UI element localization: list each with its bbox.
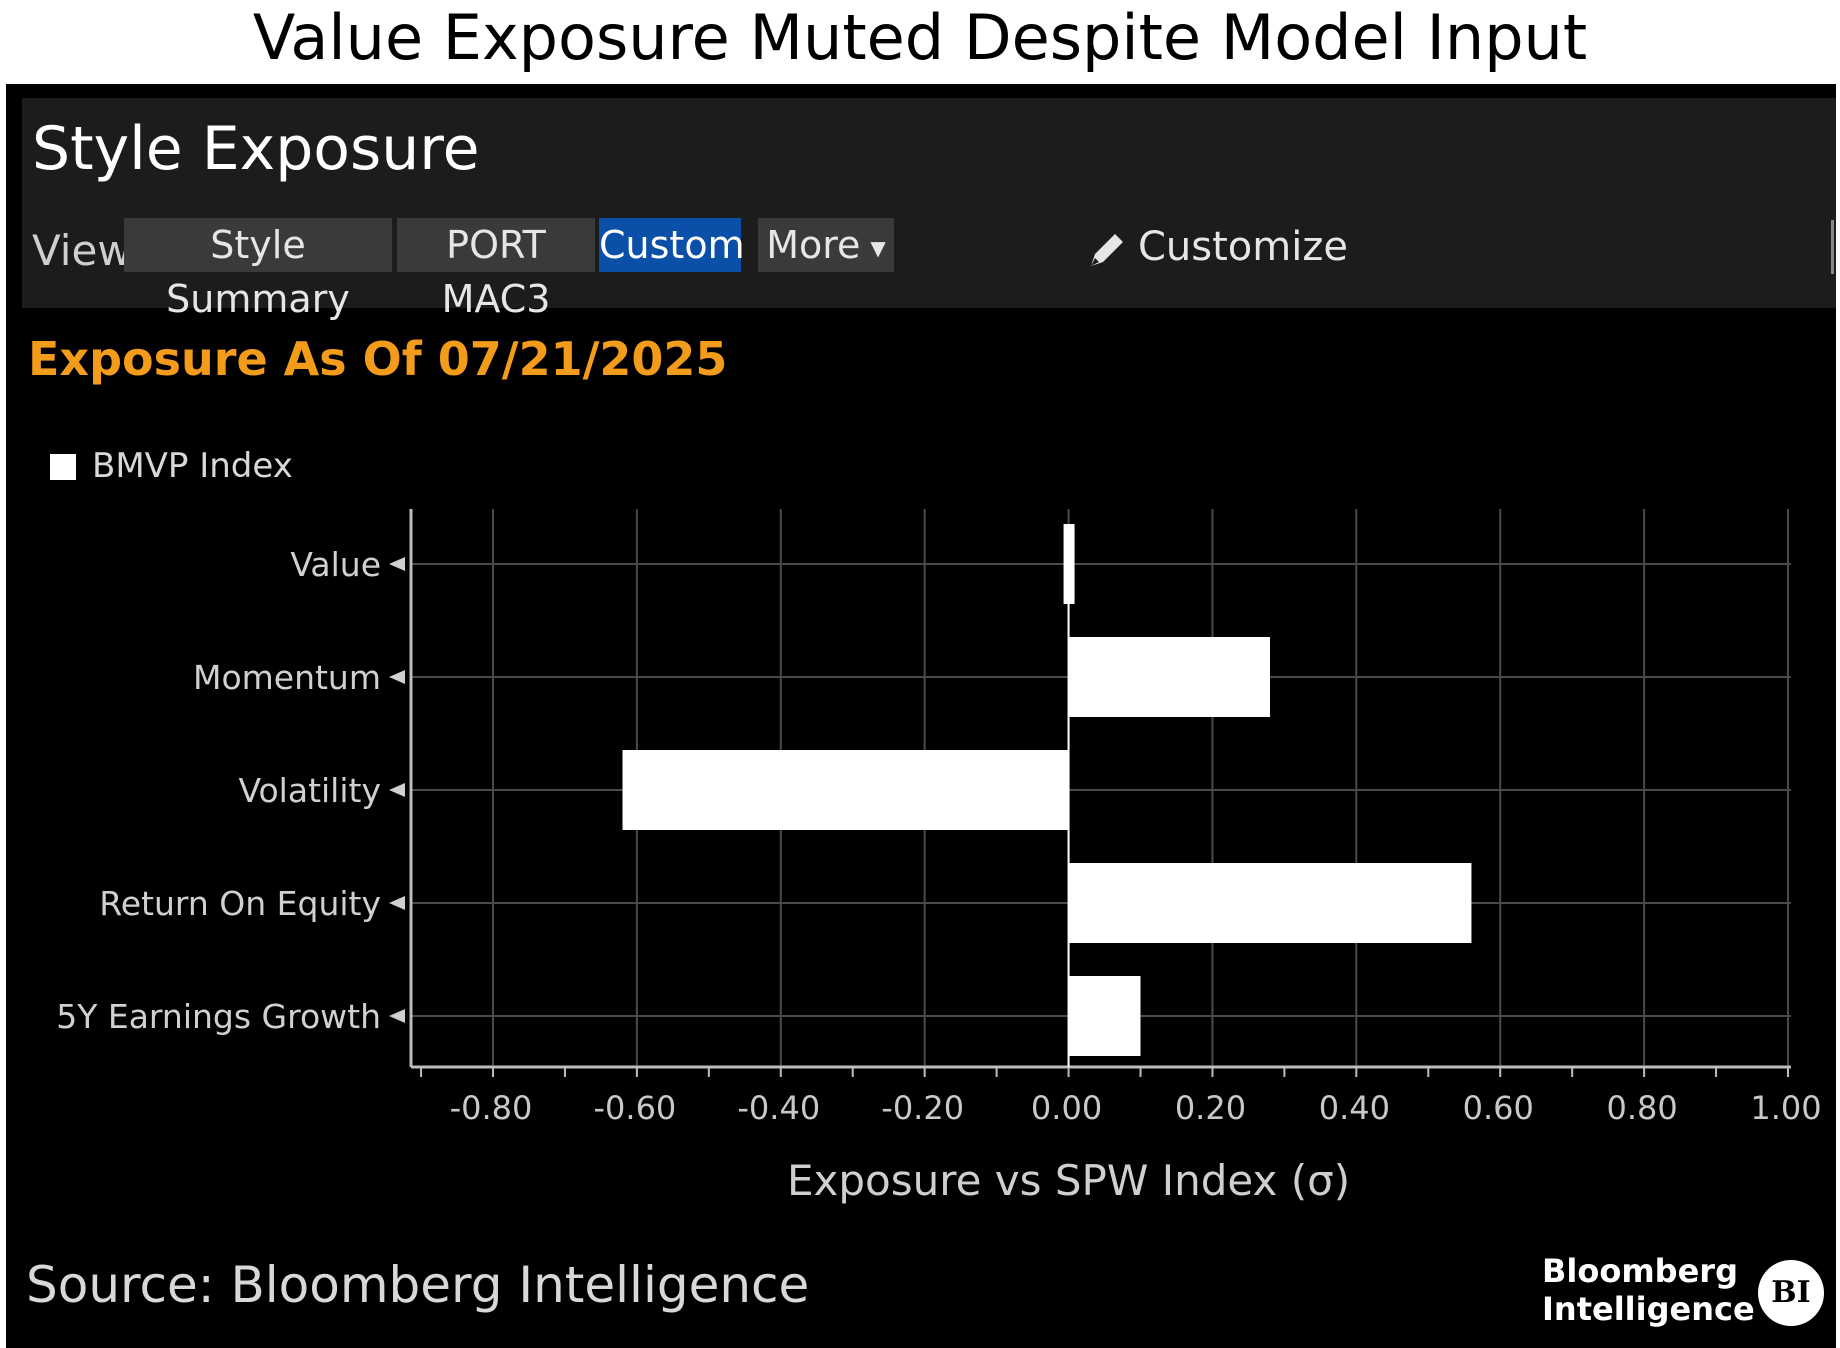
x-tick-label: 0.60 xyxy=(1463,1089,1534,1127)
category-pointer-icon xyxy=(389,783,405,797)
x-tick-label: -0.40 xyxy=(737,1089,820,1127)
bar-volatility xyxy=(622,750,1069,830)
toolbar-divider xyxy=(1831,220,1834,274)
x-tick-label: 0.40 xyxy=(1319,1089,1390,1127)
category-label: Return On Equity xyxy=(99,884,381,923)
legend-label: BMVP Index xyxy=(92,446,293,486)
x-tick-label: -0.20 xyxy=(881,1089,964,1127)
tab-custom[interactable]: Custom xyxy=(599,218,745,272)
category-label: Volatility xyxy=(238,771,381,810)
category-label: Value xyxy=(290,545,381,584)
x-axis-title: Exposure vs SPW Index (σ) xyxy=(787,1156,1350,1205)
tab-style-summary[interactable]: Style Summary xyxy=(124,218,392,321)
bi-logo-icon: BI xyxy=(1758,1260,1824,1326)
category-label: 5Y Earnings Growth xyxy=(56,997,381,1036)
bar-value xyxy=(1063,524,1075,604)
x-tick-label: 1.00 xyxy=(1750,1089,1821,1127)
category-pointer-icon xyxy=(389,1009,405,1023)
tab-port-mac3[interactable]: PORT MAC3 xyxy=(397,218,595,321)
chart-panel: Style Exposure View Style Summary PORT M… xyxy=(6,84,1836,1348)
bar-momentum xyxy=(1068,637,1270,717)
x-tick-label: -0.80 xyxy=(450,1089,533,1127)
view-label: View xyxy=(32,226,132,275)
bar-chart: -0.80 -0.60 -0.40 -0.20 0.00 0.20 0.40 0.60 0.80… xyxy=(56,509,1822,1205)
as-of-date: Exposure As Of 07/21/2025 xyxy=(28,332,728,386)
brand-line-2: Intelligence xyxy=(1542,1290,1755,1328)
x-tick-label: -0.60 xyxy=(593,1089,676,1127)
brand-line-1: Bloomberg xyxy=(1542,1252,1738,1290)
source-note: Source: Bloomberg Intelligence xyxy=(26,1256,810,1314)
more-dropdown[interactable]: More ▼ xyxy=(758,218,894,272)
x-tick-label: 0.20 xyxy=(1175,1089,1246,1127)
bar-5y-earnings-growth xyxy=(1068,976,1141,1056)
toolbar: Style Exposure View Style Summary PORT M… xyxy=(22,98,1836,321)
category-pointer-icon xyxy=(389,670,405,684)
pencil-icon[interactable] xyxy=(1085,230,1129,270)
x-tick-label: 0.00 xyxy=(1031,1089,1102,1127)
panel-title: Style Exposure xyxy=(32,114,480,184)
headline: Value Exposure Muted Despite Model Input xyxy=(252,1,1588,74)
brand-wordmark: Bloomberg Intelligence xyxy=(1542,1252,1755,1328)
bar-return-on-equity xyxy=(1068,863,1472,943)
caret-down-icon: ▼ xyxy=(870,235,886,260)
customize-button[interactable]: Customize xyxy=(1138,224,1348,270)
category-label: Momentum xyxy=(193,658,381,697)
category-pointer-icon xyxy=(389,557,405,571)
more-label: More xyxy=(766,223,861,267)
x-tick-label: 0.80 xyxy=(1606,1089,1677,1127)
legend-swatch xyxy=(50,454,76,480)
category-pointer-icon xyxy=(389,896,405,910)
